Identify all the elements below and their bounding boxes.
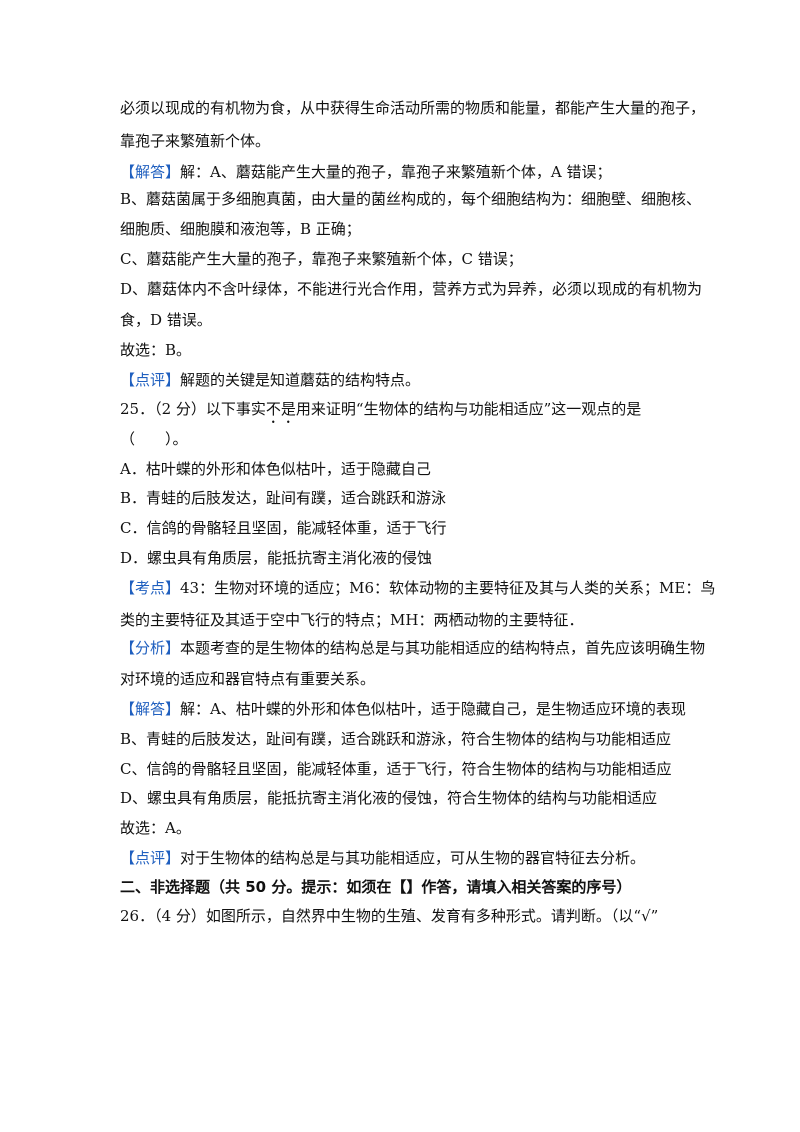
text: 解：A、蘑菇能产生大量的孢子，靠孢子来繁殖新个体，A 错误；	[180, 163, 612, 181]
text-line: 细胞质、细胞膜和液泡等，B 正确；	[120, 220, 361, 238]
text-line: C、信鸽的骨骼轻且坚固，能减轻体重，适于飞行，符合生物体的结构与功能相适应	[120, 760, 672, 778]
option: D．螺虫具有角质层，能抵抗寄主消化液的侵蚀	[120, 549, 433, 567]
text: 本题考查的是生物体的结构总是与其功能相适应的结构特点，首先应该明确生物	[180, 639, 706, 657]
section-tag: 【解答】	[120, 163, 181, 181]
text-line: C、蘑菇能产生大量的孢子，靠孢子来繁殖新个体，C 错误；	[120, 250, 523, 268]
text-line: （ ）。	[120, 430, 188, 448]
text-line: 食，D 错误。	[120, 311, 212, 329]
text-line: 故选：B。	[120, 341, 192, 359]
text-line: 靠孢子来繁殖新个体。	[120, 132, 271, 150]
option: A．枯叶蝶的外形和体色似枯叶，适于隐藏自己	[120, 460, 431, 478]
text-line: 类的主要特征及其适于空中飞行的特点；MH：两栖动物的主要特征．	[120, 611, 584, 629]
option: B．青蛙的后肢发达，趾间有蹼，适合跳跃和游泳	[120, 489, 447, 507]
text: 对于生物体的结构总是与其功能相适应，可从生物的器官特征去分析。	[180, 849, 646, 867]
text-line: 必须以现成的有机物为食，从中获得生命活动所需的物质和能量，都能产生大量的孢子，	[120, 99, 706, 117]
question-line: 26．（4 分）如图所示，自然界中生物的生殖、发育有多种形式。请判断。（以“√”	[120, 907, 659, 925]
section-tag: 【考点】	[120, 579, 181, 597]
text-line: D、蘑菇体内不含叶绿体，不能进行光合作用，营养方式为异养，必须以现成的有机物为	[120, 280, 703, 298]
text-line: D、螺虫具有角质层，能抵抗寄主消化液的侵蚀，符合生物体的结构与功能相适应	[120, 789, 658, 807]
text: 用来证明“生物体的结构与功能相适应”这一观点的是	[295, 400, 642, 418]
text: 解：A、枯叶蝶的外形和体色似枯叶，适于隐藏自己，是生物适应环境的表现	[180, 700, 686, 718]
text-line: 故选：A。	[120, 819, 191, 837]
text-line: 对环境的适应和器官特点有重要关系。	[120, 670, 376, 688]
text: 解题的关键是知道蘑菇的结构特点。	[180, 371, 421, 389]
text: 43：生物对环境的适应；M6：软体动物的主要特征及其与人类的关系；ME：鸟	[180, 579, 716, 597]
text-line: 【分析】本题考查的是生物体的结构总是与其功能相适应的结构特点，首先应该明确生物	[120, 638, 705, 658]
text-line: 【点评】对于生物体的结构总是与其功能相适应，可从生物的器官特征去分析。	[120, 848, 690, 868]
text-line: B、蘑菇菌属于多细胞真菌，由大量的菌丝构成的，每个细胞结构为：细胞壁、细胞核、	[120, 190, 702, 208]
emphasis: 不是	[265, 400, 296, 418]
question-line: 25．（2 分）以下事实不是用来证明“生物体的结构与功能相适应”这一观点的是	[120, 399, 690, 427]
text-line: 【点评】解题的关键是知道蘑菇的结构特点。	[120, 370, 690, 390]
text: 25．（2 分）以下事实	[120, 400, 266, 418]
section-tag: 【解答】	[120, 700, 181, 718]
text-line: 【考点】43：生物对环境的适应；M6：软体动物的主要特征及其与人类的关系；ME：…	[120, 578, 715, 598]
text-line: 【解答】解：A、枯叶蝶的外形和体色似枯叶，适于隐藏自己，是生物适应环境的表现	[120, 699, 690, 719]
section-tag: 【点评】	[120, 371, 181, 389]
text-line: 【解答】解：A、蘑菇能产生大量的孢子，靠孢子来繁殖新个体，A 错误；	[120, 162, 690, 182]
section-heading: 二、非选择题（共 50 分。提示：如须在【】作答，请填入相关答案的序号）	[120, 878, 632, 896]
section-tag: 【分析】	[120, 639, 181, 657]
text-line: B、青蛙的后肢发达，趾间有蹼，适合跳跃和游泳，符合生物体的结构与功能相适应	[120, 730, 672, 748]
option: C．信鸽的骨骼轻且坚固，能减轻体重，适于飞行	[120, 519, 447, 537]
section-tag: 【点评】	[120, 849, 181, 867]
